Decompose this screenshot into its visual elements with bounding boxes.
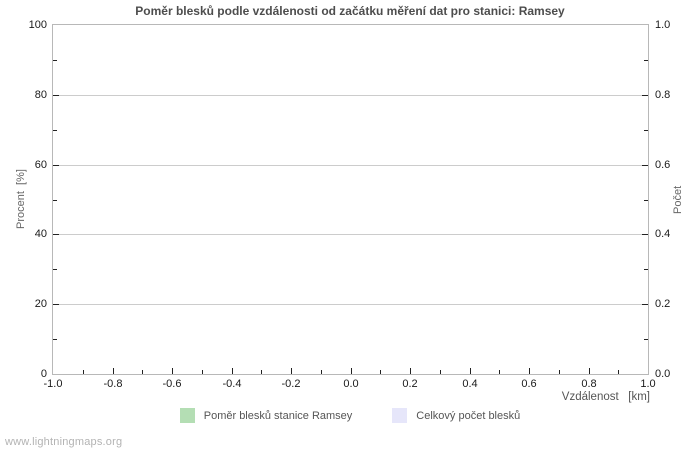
x-major-tick [410, 368, 411, 374]
x-major-tick [232, 368, 233, 374]
legend-label: Celkový počet blesků [416, 409, 521, 422]
y-left-minor-tick [53, 200, 57, 201]
y-left-tick-label: 60 [34, 159, 47, 171]
x-tick-label: -0.8 [103, 378, 123, 390]
y-left-minor-tick [53, 269, 57, 270]
x-minor-tick [559, 370, 560, 374]
legend-swatch [392, 408, 408, 423]
x-minor-tick [202, 370, 203, 374]
x-minor-tick [440, 370, 441, 374]
x-axis-label: Vzdálenost [km] [561, 391, 650, 403]
y-right-tick-label: 0.2 [655, 298, 671, 310]
y-right-tick-label: 0.4 [655, 228, 671, 240]
y-axis-label-left: Procent [%] [15, 169, 27, 230]
chart-title: Poměr blesků podle vzdálenosti od začátk… [135, 4, 565, 18]
x-tick-label: 0.0 [343, 378, 359, 390]
x-major-tick [291, 368, 292, 374]
x-tick-label: -0.2 [281, 378, 301, 390]
x-minor-tick [618, 370, 619, 374]
y-left-tick-label: 40 [34, 228, 47, 240]
x-tick-label: 0.2 [402, 378, 418, 390]
y-right-major-tick [642, 165, 648, 166]
x-major-tick [351, 368, 352, 374]
x-minor-tick [380, 370, 381, 374]
y-right-tick-label: 1.0 [655, 19, 671, 31]
y-left-major-tick [53, 95, 59, 96]
y-right-tick-label: 0.6 [655, 159, 671, 171]
watermark-text: www.lightningmaps.org [5, 436, 123, 448]
x-minor-tick [261, 370, 262, 374]
x-tick-label: 1.0 [640, 378, 656, 390]
legend-swatch [179, 408, 195, 423]
x-major-tick [529, 368, 530, 374]
y-right-minor-tick [644, 130, 648, 131]
y-left-major-tick [53, 165, 59, 166]
y-left-minor-tick [53, 130, 57, 131]
x-tick-label: -0.4 [222, 378, 242, 390]
plot-area [52, 24, 649, 375]
legend-item: Poměr blesků stanice Ramsey [179, 408, 353, 423]
y-left-tick-label: 100 [28, 19, 47, 31]
legend-label: Poměr blesků stanice Ramsey [203, 409, 353, 422]
y-left-minor-tick [53, 339, 57, 340]
y-right-tick-label: 0.8 [655, 89, 671, 101]
x-major-tick [589, 368, 590, 374]
y-right-major-tick [642, 95, 648, 96]
y-left-tick-label: 0 [40, 368, 47, 380]
x-major-tick [113, 368, 114, 374]
y-right-minor-tick [644, 200, 648, 201]
x-tick-label: 0.6 [521, 378, 537, 390]
y-left-minor-tick [53, 60, 57, 61]
y-axis-label-right: Počet [672, 185, 684, 214]
x-minor-tick [83, 370, 84, 374]
y-left-major-tick [53, 304, 59, 305]
y-right-tick-label: 0.0 [655, 368, 671, 380]
x-tick-label: -1.0 [43, 378, 63, 390]
y-right-minor-tick [644, 269, 648, 270]
legend-item: Celkový počet blesků [392, 408, 520, 423]
gridline-horizontal [53, 165, 648, 166]
legend: Poměr blesků stanice Ramsey Celkový počet… [0, 408, 700, 423]
y-right-minor-tick [644, 60, 648, 61]
y-left-major-tick [53, 234, 59, 235]
y-right-major-tick [642, 234, 648, 235]
gridline-horizontal [53, 234, 648, 235]
x-major-tick [172, 368, 173, 374]
y-right-major-tick [642, 304, 648, 305]
x-minor-tick [321, 370, 322, 374]
gridline-horizontal [53, 304, 648, 305]
x-tick-label: 0.8 [581, 378, 597, 390]
x-minor-tick [499, 370, 500, 374]
x-major-tick [470, 368, 471, 374]
x-tick-label: 0.4 [462, 378, 478, 390]
y-right-minor-tick [644, 339, 648, 340]
gridline-horizontal [53, 95, 648, 96]
x-tick-label: -0.6 [162, 378, 182, 390]
y-left-tick-label: 20 [34, 298, 47, 310]
x-minor-tick [142, 370, 143, 374]
y-left-tick-label: 80 [34, 89, 47, 101]
